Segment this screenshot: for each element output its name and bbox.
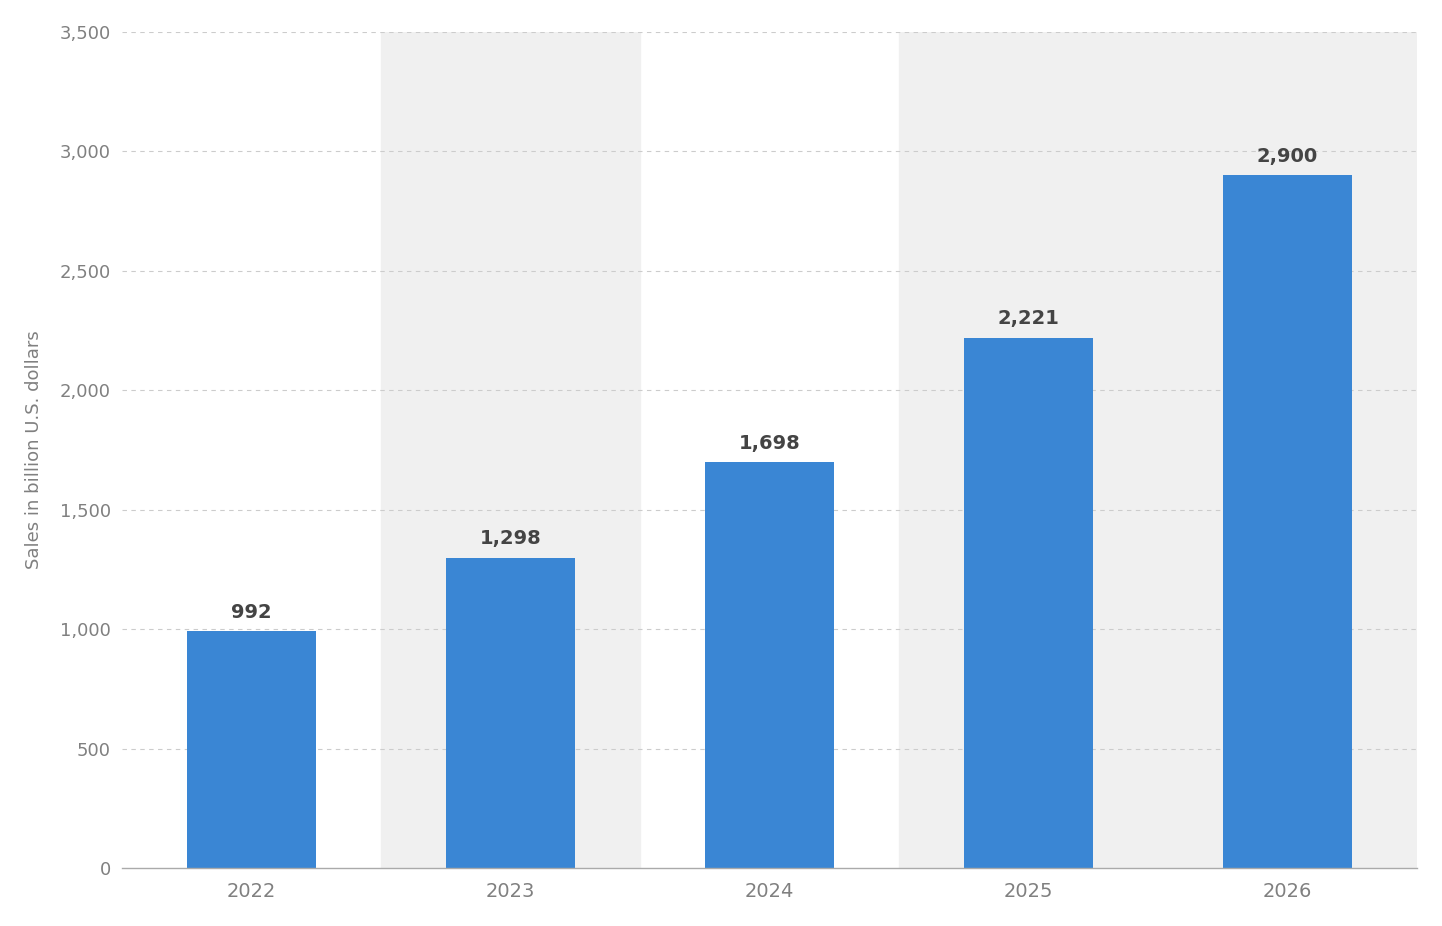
Text: 1,298: 1,298 [480, 530, 541, 548]
Bar [1158, 32, 1417, 868]
Text: 992: 992 [231, 603, 273, 621]
Text: 1,698: 1,698 [738, 434, 800, 453]
Bar [446, 558, 575, 868]
Bar [963, 338, 1093, 868]
Bar [1223, 175, 1353, 868]
Text: 2,221: 2,221 [998, 309, 1060, 328]
Y-axis label: Sales in billion U.S. dollars: Sales in billion U.S. dollars [25, 331, 43, 569]
Bar [705, 462, 835, 868]
Text: 2,900: 2,900 [1257, 147, 1318, 166]
Bar [381, 32, 640, 868]
Bar [898, 32, 1158, 868]
Bar [187, 632, 316, 868]
